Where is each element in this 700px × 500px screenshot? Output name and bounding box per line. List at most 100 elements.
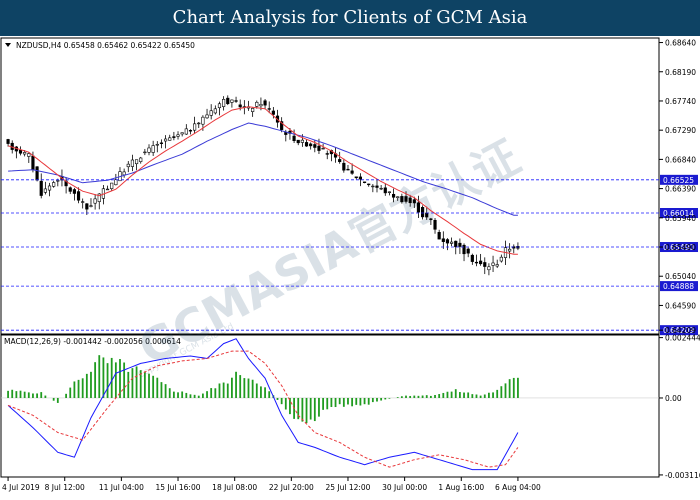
price-axis-tick-label: 0.66840 [665, 155, 696, 164]
candle-body [296, 139, 300, 144]
candle-body [238, 104, 242, 108]
symbol-dropdown-icon[interactable] [5, 43, 11, 47]
candle-body [105, 188, 110, 191]
candle-body [85, 203, 89, 210]
time-axis-tick-label: 30 Jul 00:00 [382, 483, 427, 492]
candle-body [263, 100, 267, 106]
candle-body [458, 242, 462, 247]
candle-body [18, 149, 23, 154]
candle-body [379, 187, 383, 190]
candlestick [433, 217, 437, 234]
candle-body [400, 196, 404, 203]
macd-title-label: MACD(12,26,9) -0.001442 -0.002056 0.0006… [4, 337, 181, 346]
candlestick [267, 101, 271, 114]
candle-body [479, 260, 483, 265]
candle-body [52, 182, 56, 187]
candle-body [317, 145, 321, 151]
price-pane-frame [0, 37, 660, 335]
candlestick [450, 237, 454, 247]
candle-body [421, 207, 425, 218]
candlestick [375, 179, 379, 193]
candlestick [387, 191, 392, 196]
candlestick [164, 135, 168, 149]
candlestick [35, 166, 39, 182]
candlestick [416, 195, 421, 218]
candlestick [114, 173, 118, 186]
candlestick [371, 184, 375, 193]
candle-body [408, 197, 412, 204]
candlestick [346, 164, 350, 171]
price-axis-tick-label: 0.64590 [665, 301, 696, 310]
level-label: 0.66525 [663, 176, 694, 185]
price-axis-tick-label: 0.67740 [665, 97, 696, 106]
candlestick [396, 196, 400, 201]
candlestick [292, 129, 296, 143]
price-axis-tick-label: 0.68640 [665, 39, 696, 48]
candlestick [362, 181, 367, 184]
candlestick [147, 144, 151, 156]
candlestick [52, 180, 56, 188]
candlestick [197, 122, 201, 128]
candle-body [143, 151, 147, 154]
candle-body [184, 128, 188, 135]
candle-body [292, 135, 296, 141]
candle-body [230, 99, 234, 103]
price-pane: NZDUSD,H4 0.65458 0.65462 0.65422 0.6545… [0, 37, 660, 335]
candlestick [338, 151, 342, 164]
candle-body [259, 103, 263, 107]
macd-axis-tick-label: 0.002444 [665, 334, 700, 343]
candlestick [263, 99, 267, 110]
candle-body [342, 162, 346, 171]
candlestick [184, 124, 188, 135]
candle-body [188, 130, 193, 132]
candle-body [383, 187, 387, 194]
candle-body [213, 108, 217, 114]
candle-body [255, 101, 259, 107]
candle-body [72, 189, 76, 194]
candlestick [68, 186, 72, 195]
candle-body [139, 157, 143, 162]
candle-body [197, 122, 201, 125]
candle-body [445, 239, 450, 244]
candle-body [450, 241, 454, 244]
candle-body [122, 171, 126, 176]
candle-body [371, 185, 375, 188]
candlestick [47, 182, 52, 197]
candlestick [159, 139, 164, 149]
candle-body [97, 193, 101, 202]
candle-body [6, 139, 10, 144]
candle-body [325, 153, 329, 155]
candlestick [193, 116, 197, 134]
level-label: 0.66014 [663, 209, 694, 218]
candle-body [454, 240, 458, 248]
candlestick [350, 163, 354, 175]
candlestick [180, 132, 184, 137]
candle-body [151, 145, 155, 153]
candle-body [387, 191, 392, 193]
candlestick [309, 142, 313, 150]
candlestick [383, 183, 387, 196]
price-axis-tick-label: 0.65040 [665, 272, 696, 281]
candlestick [491, 255, 495, 272]
macd-lines [7, 338, 519, 471]
candlestick [18, 146, 23, 156]
candlestick [495, 259, 499, 269]
time-axis-tick-label: 25 Jul 12:00 [325, 483, 370, 492]
candlestick [483, 257, 487, 275]
candlestick [105, 185, 110, 191]
candle-body [130, 159, 135, 167]
candle-body [429, 218, 433, 220]
macd-histogram [7, 355, 519, 424]
chart-banner: Chart Analysis for Clients of GCM Asia [0, 0, 700, 36]
candlestick [466, 247, 470, 258]
candle-body [396, 196, 400, 199]
candlestick [412, 196, 416, 209]
candlestick [234, 96, 238, 103]
candle-body [47, 185, 52, 191]
macd-pane: MACD(12,26,9) -0.001442 -0.002056 0.0006… [0, 334, 660, 478]
candlestick [408, 194, 412, 207]
macd-line [7, 338, 519, 471]
candlestick [134, 159, 139, 171]
candle-body [159, 142, 164, 144]
candlestick [508, 243, 512, 259]
